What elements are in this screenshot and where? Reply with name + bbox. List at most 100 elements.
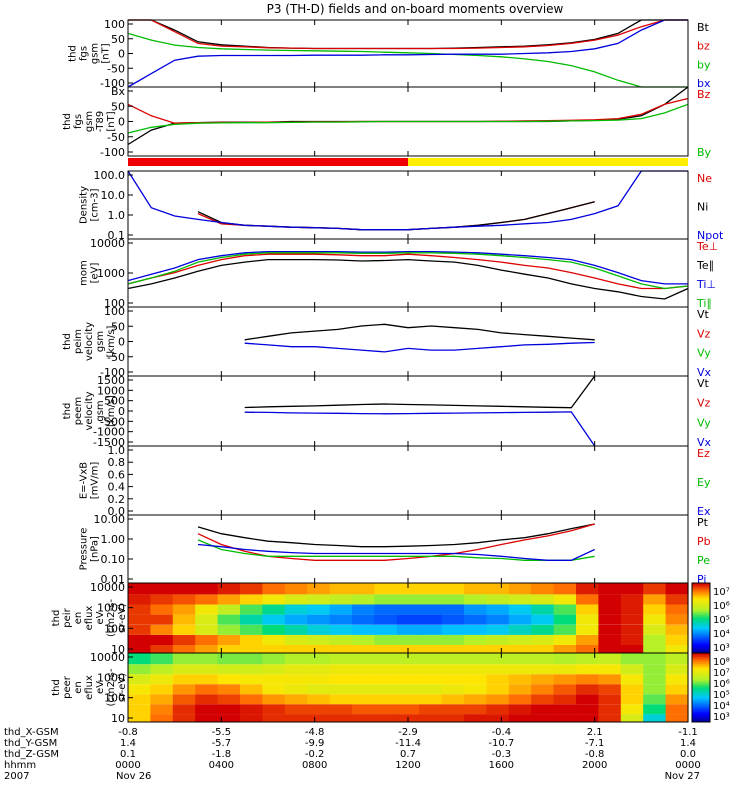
mode-bar-segment <box>128 158 408 166</box>
panel-peir-spec: 10⁷ 10⁶ 10⁵ 10⁴ 10³ 10000 1000 100 10 thd peir en ef… <box>51 581 730 656</box>
spectrogram-cell <box>172 614 196 625</box>
spectrogram-cell <box>374 684 398 695</box>
spectrogram-cell <box>419 694 443 705</box>
spectrogram-cell <box>307 674 331 685</box>
y-axis-label: -T89 <box>95 111 106 133</box>
spectrogram-cell <box>486 694 510 705</box>
y-tick-label: 0.8 <box>108 456 126 469</box>
y-tick-label: 0.0 <box>108 505 126 518</box>
spectrogram-cell <box>172 664 196 675</box>
spectrogram-cell <box>396 674 420 685</box>
colorbar-band <box>692 649 710 652</box>
spectrogram-cell <box>307 594 331 605</box>
legend-entry: Ni <box>697 201 708 214</box>
spectrogram-cell <box>643 714 667 722</box>
y-tick-label: 100.0 <box>94 169 126 182</box>
spectrogram-cell <box>576 704 599 715</box>
colorbar-band <box>692 691 710 694</box>
y-axis-label: fgs <box>73 114 84 129</box>
spectrogram-cell <box>329 714 353 722</box>
spectrogram-cell <box>374 645 398 653</box>
spectrogram-cell <box>419 594 443 605</box>
spectrogram-cell <box>620 714 644 722</box>
y-axis-label: eV <box>95 681 106 694</box>
spectrogram-cell <box>195 653 219 665</box>
x-tick-label: -7.1 <box>585 738 605 749</box>
spectrogram-cell <box>396 694 420 705</box>
colorbar-band <box>692 644 710 647</box>
x-tick-label: -0.8 <box>585 749 605 760</box>
spectrogram-cell <box>284 614 308 625</box>
spectrogram-cell <box>419 604 443 615</box>
colorbar-band <box>692 703 710 706</box>
spectrogram-cell <box>464 694 487 705</box>
spectrogram-cell <box>531 714 555 722</box>
spectrogram-cell <box>396 594 420 605</box>
spectrogram-cell <box>441 624 465 635</box>
x-tick-label: -1.1 <box>678 727 698 738</box>
spectrogram-cell <box>665 594 689 605</box>
colorbar-band <box>692 670 710 673</box>
panel-frame <box>127 375 689 447</box>
legend-entry: Ez <box>697 447 710 460</box>
spectrogram-cell <box>284 664 308 675</box>
colorbar-band <box>692 609 710 612</box>
spectrogram-cell <box>486 583 510 595</box>
spectrogram-cell <box>620 614 644 625</box>
spectrogram-cell <box>284 583 308 595</box>
colorbar-band <box>692 614 710 617</box>
y-tick-label: 0 <box>118 116 125 129</box>
spectrogram-cell <box>441 634 465 645</box>
spectrogram-cell <box>598 583 622 595</box>
spectrogram-cell <box>240 583 263 595</box>
spectrogram-cell <box>464 604 487 615</box>
spectrogram-cell <box>284 604 308 615</box>
spectrogram-cell <box>128 653 151 665</box>
spectrogram-cell <box>419 664 443 675</box>
spectrogram-cell <box>531 624 555 635</box>
x-tick-label: 0000 <box>115 760 140 771</box>
spectrogram-cell <box>553 674 577 685</box>
spectrogram-cell <box>240 704 263 715</box>
colorbar-band <box>692 602 710 605</box>
x-axis-row-label: thd_X-GSM <box>4 727 59 738</box>
spectrogram-cell <box>352 604 375 615</box>
colorbar-band <box>692 591 710 595</box>
x-tick-label: 0.7 <box>400 749 416 760</box>
y-tick-label: 10.00 <box>94 513 126 526</box>
spectrogram-cell <box>329 624 353 635</box>
panel-pressure: 10.00 1.00 0.10 0.01 Pressure [nPa] Pt Pb Pe Pi <box>79 513 711 586</box>
colorbar-band <box>692 692 710 695</box>
spectrogram-cell <box>553 664 577 675</box>
spectrogram-cell <box>307 684 331 695</box>
series-line-Bz <box>127 97 689 124</box>
legend-entry: Ti∥ <box>696 297 712 310</box>
spectrogram-cell <box>240 645 263 653</box>
spectrogram-cell <box>531 645 555 653</box>
colorbar-band <box>692 646 710 649</box>
y-tick-label: 100 <box>104 297 125 310</box>
y-axis-label: gsm <box>95 331 106 352</box>
spectrogram-cell <box>262 624 286 635</box>
y-tick-label: -50 <box>107 351 125 364</box>
spectrogram-cell <box>150 704 174 715</box>
colorbar-band <box>692 640 710 644</box>
spectrogram-cell <box>329 583 353 595</box>
spectrogram-cell <box>150 604 174 615</box>
spectrogram-cell <box>531 694 555 705</box>
spectrogram-cell <box>486 684 510 695</box>
spectrogram-cell <box>217 645 241 653</box>
y-tick-label: 1000 <box>97 267 125 280</box>
spectrogram-cell <box>576 645 599 653</box>
spectrogram-cell <box>464 645 487 653</box>
spectrogram-cell <box>441 694 465 705</box>
y-axis-label: sr-eV) <box>117 673 128 702</box>
spectrogram-cell <box>486 624 510 635</box>
colorbar-tick-label: 10⁷ <box>713 668 730 679</box>
spectrogram-cell <box>464 583 487 595</box>
y-axis-label: peem <box>73 397 84 425</box>
spectrogram-cell <box>643 694 667 705</box>
spectrogram-cell <box>643 645 667 653</box>
series-line-Bx <box>127 86 689 146</box>
